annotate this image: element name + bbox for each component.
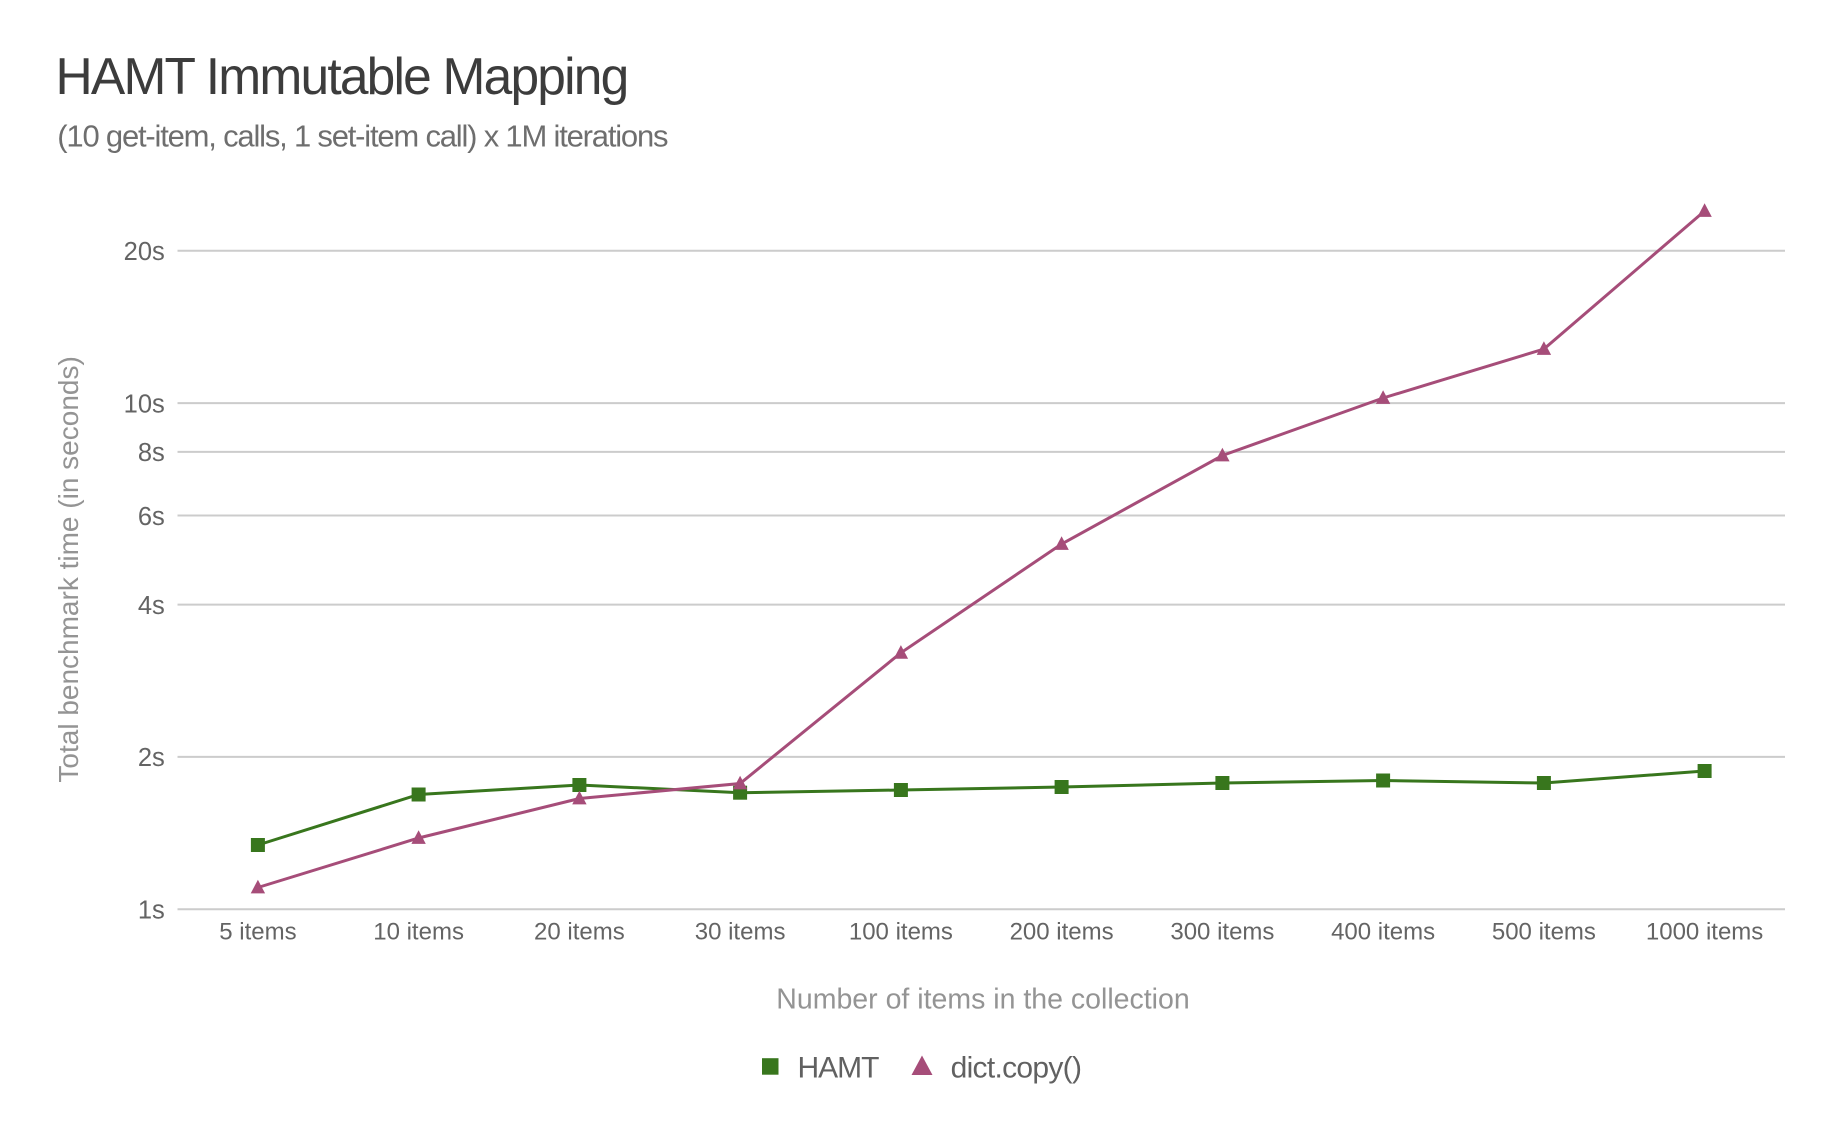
svg-text:10 items: 10 items <box>373 919 464 946</box>
svg-text:dict.copy(): dict.copy() <box>951 1052 1082 1085</box>
svg-text:300 items: 300 items <box>1170 919 1274 946</box>
svg-text:HAMT Immutable Mapping: HAMT Immutable Mapping <box>56 47 628 105</box>
svg-text:HAMT: HAMT <box>798 1052 880 1085</box>
svg-text:20s: 20s <box>124 238 165 266</box>
svg-text:5 items: 5 items <box>219 919 296 946</box>
svg-text:10s: 10s <box>124 390 165 418</box>
svg-text:1s: 1s <box>138 897 165 925</box>
svg-text:200 items: 200 items <box>1010 919 1114 946</box>
svg-text:30 items: 30 items <box>695 919 786 946</box>
svg-text:Total benchmark time (in secon: Total benchmark time (in seconds) <box>53 356 84 782</box>
svg-text:(10 get-item, calls, 1 set-ite: (10 get-item, calls, 1 set-item call) x … <box>57 119 668 154</box>
svg-text:100 items: 100 items <box>849 919 953 946</box>
svg-text:20 items: 20 items <box>534 919 625 946</box>
svg-text:Number of items in the collect: Number of items in the collection <box>776 984 1189 1016</box>
svg-text:1000 items: 1000 items <box>1646 919 1763 946</box>
svg-text:500 items: 500 items <box>1492 919 1596 946</box>
svg-text:8s: 8s <box>138 439 165 467</box>
svg-text:6s: 6s <box>138 503 165 531</box>
svg-text:400 items: 400 items <box>1331 919 1435 946</box>
svg-text:2s: 2s <box>138 744 165 772</box>
svg-text:4s: 4s <box>138 592 165 620</box>
